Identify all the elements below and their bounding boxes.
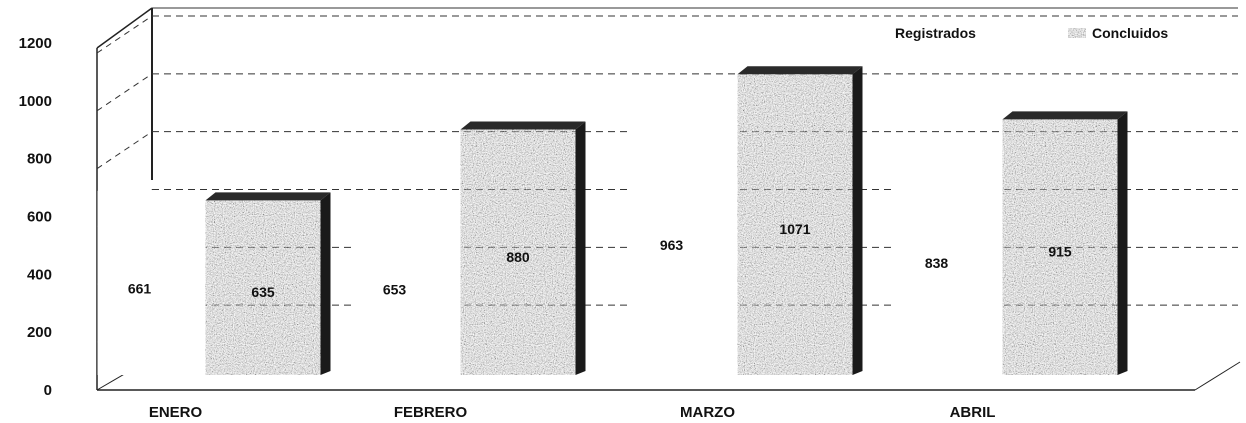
bar-top-concluidos-febrero	[460, 121, 586, 130]
bar-registrados-abril	[894, 139, 1003, 375]
value-label-registrados-marzo: 963	[660, 237, 684, 253]
bar-registrados-febrero	[352, 193, 461, 375]
value-label-concluidos-abril: 915	[1048, 244, 1072, 260]
side-wall-top-edge	[96, 7, 153, 49]
y-tick-label-1000: 1000	[19, 93, 52, 110]
value-label-registrados-enero: 661	[128, 280, 152, 296]
value-label-concluidos-enero: 635	[251, 284, 275, 300]
value-label-concluidos-febrero: 880	[506, 249, 530, 265]
bar-concluidos-febrero	[460, 129, 576, 375]
bar-top-concluidos-marzo	[737, 66, 863, 75]
bar-registrados-enero	[97, 190, 206, 375]
bars: 661 635 653 880 963 1071 838 915	[97, 66, 1128, 376]
bar-concluidos-abril	[1002, 119, 1118, 375]
legend-swatch-concluidos	[1068, 28, 1086, 38]
gridline-side-1200	[96, 15, 153, 54]
floor-right-edge	[1194, 361, 1241, 391]
bar-registrados-marzo	[629, 103, 738, 375]
y-tick-label-1200: 1200	[19, 35, 52, 52]
y-axis: 0 200 400 600 800 1000 1200	[19, 35, 52, 399]
y-tick-label-0: 0	[44, 382, 52, 399]
gridline-side-800	[96, 131, 153, 170]
bar-concluidos-enero	[205, 200, 321, 375]
legend-label-concluidos: Concluidos	[1092, 25, 1168, 41]
gridline-side-1000	[96, 73, 153, 112]
y-tick-label-200: 200	[27, 324, 52, 341]
x-tick-label-febrero: FEBRERO	[394, 404, 468, 421]
bar-side-concluidos-marzo	[852, 66, 863, 376]
x-tick-label-marzo: MARZO	[680, 404, 735, 421]
bar-concluidos-marzo	[737, 74, 853, 376]
value-label-concluidos-marzo: 1071	[779, 221, 810, 237]
value-label-registrados-abril: 838	[925, 255, 949, 271]
y-tick-label-800: 800	[27, 151, 52, 168]
x-tick-label-enero: ENERO	[149, 404, 203, 421]
y-tick-label-600: 600	[27, 209, 52, 226]
bar-top-concluidos-abril	[1002, 111, 1128, 120]
bar-top-concluidos-enero	[205, 192, 331, 201]
legend-label-registrados: Registrados	[895, 25, 976, 41]
x-tick-label-abril: ABRIL	[950, 404, 996, 421]
value-label-registrados-febrero: 653	[383, 282, 407, 298]
legend: Registrados Concluidos	[895, 25, 1168, 41]
bar-side-concluidos-enero	[320, 192, 331, 375]
x-axis: ENERO FEBRERO MARZO ABRIL	[149, 404, 996, 421]
bar-side-concluidos-febrero	[575, 121, 586, 376]
bar-side-concluidos-abril	[1117, 111, 1128, 375]
y-tick-label-400: 400	[27, 266, 52, 283]
chart-frame	[96, 7, 1241, 391]
